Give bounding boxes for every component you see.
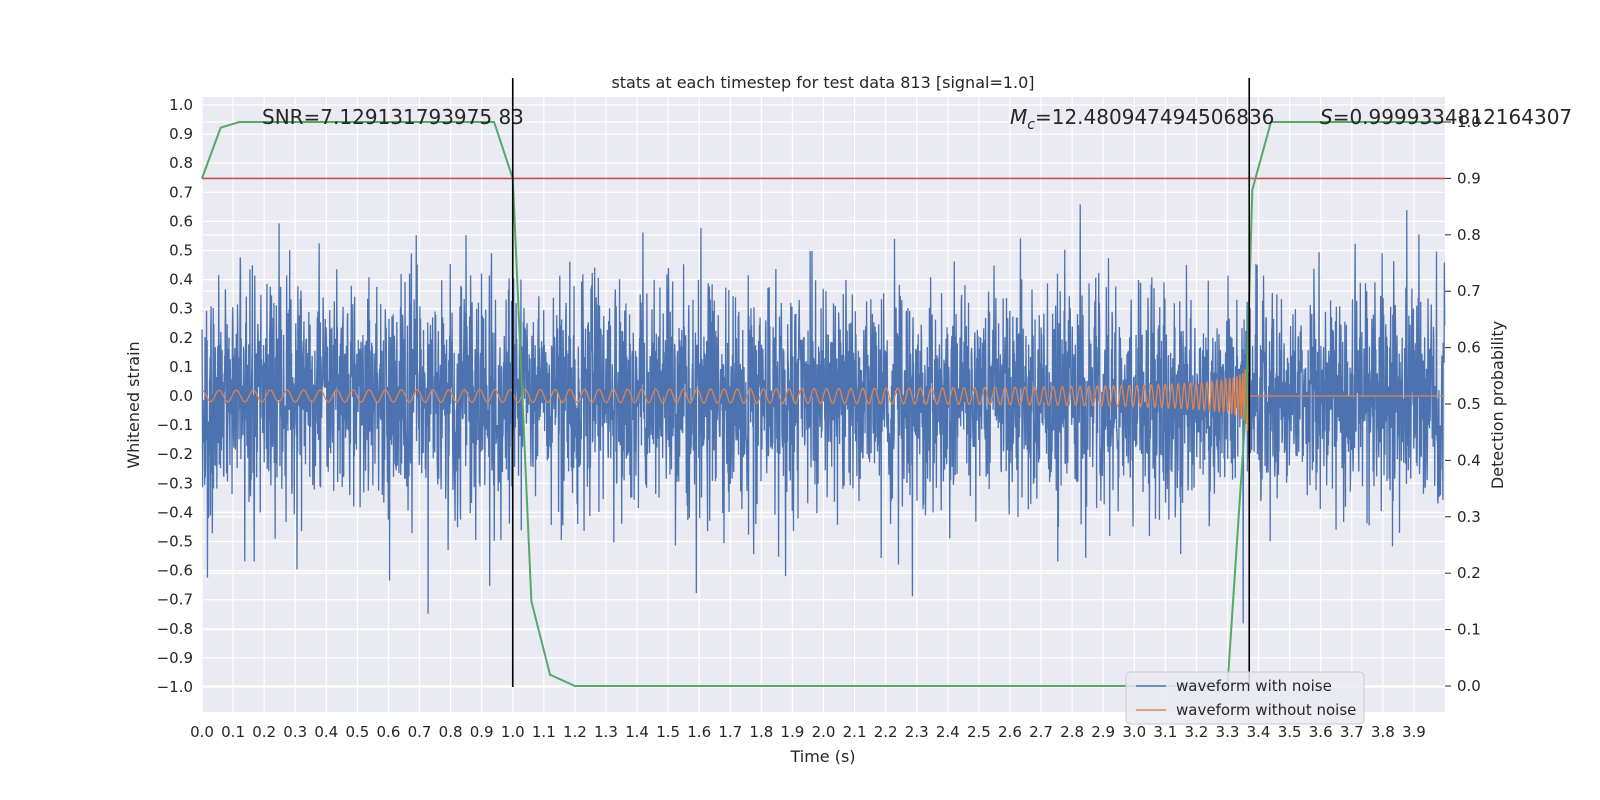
y-tick-label: 0.5 — [169, 242, 193, 260]
x-tick-label: 3.4 — [1247, 723, 1271, 741]
mc-symbol: M — [1010, 105, 1027, 129]
x-tick-label: 3.9 — [1402, 723, 1426, 741]
x-axis-ticks: 0.0 0.1 0.2 0.3 0.4 0.5 0.6 0.7 0.8 0.9 1.0 1.1 1.2 1… — [190, 723, 1426, 741]
mc-annotation: Mc=12.480947494506836 — [1010, 105, 1274, 133]
y2-tick-label: 0.6 — [1457, 339, 1481, 357]
x-tick-label: 1.1 — [532, 723, 556, 741]
x-tick-label: 3.2 — [1184, 723, 1208, 741]
y-tick-label: −1.0 — [157, 678, 193, 696]
snr-annotation: SNR=7.129131793975 83 — [262, 105, 524, 129]
legend-box — [1125, 671, 1365, 725]
x-tick-label: 2.8 — [1060, 723, 1084, 741]
x-tick-label: 0.2 — [252, 723, 276, 741]
y2-tick-label: 0.7 — [1457, 282, 1481, 300]
x-tick-label: 0.6 — [377, 723, 401, 741]
x-tick-label: 3.6 — [1309, 723, 1333, 741]
mc-value: =12.480947494506836 — [1035, 105, 1274, 129]
x-tick-label: 2.6 — [998, 723, 1022, 741]
y-tick-label: 0.0 — [169, 387, 193, 405]
y-tick-label: 0.1 — [169, 358, 193, 376]
x-tick-label: 0.8 — [439, 723, 463, 741]
y2-tick-label: 0.2 — [1457, 564, 1481, 582]
x-tick-label: 1.9 — [780, 723, 804, 741]
legend: waveform with noise waveform without noi… — [1125, 671, 1365, 725]
series-line-waveform-without-noise — [201, 365, 1445, 431]
y2-tick-label: 0.1 — [1457, 621, 1481, 639]
x-tick-label: 1.3 — [594, 723, 618, 741]
y-tick-label: 0.7 — [169, 183, 193, 201]
y-axis-label: Whitened strain — [124, 341, 143, 468]
x-tick-label: 1.7 — [718, 723, 742, 741]
x-tick-label: 0.4 — [314, 723, 338, 741]
s-annotation: S=0.9999334812164307 — [1320, 105, 1572, 129]
y-tick-label: −0.4 — [157, 503, 193, 521]
x-tick-label: 1.4 — [625, 723, 649, 741]
x-tick-label: 0.0 — [190, 723, 214, 741]
y2-tick-label: 0.8 — [1457, 226, 1481, 244]
x-tick-label: 2.7 — [1029, 723, 1053, 741]
x-tick-label: 1.0 — [501, 723, 525, 741]
x-tick-label: 2.4 — [936, 723, 960, 741]
y2-axis-label: Detection probability — [1488, 321, 1507, 489]
s-value: =0.9999334812164307 — [1333, 105, 1572, 129]
mc-subscript: c — [1027, 117, 1035, 133]
y-tick-label: −0.5 — [157, 533, 193, 551]
y-tick-label: −0.9 — [157, 649, 193, 667]
x-tick-label: 3.3 — [1216, 723, 1240, 741]
y2-tick-label: 1.0 — [1457, 113, 1481, 131]
y2-tick-label: 0.3 — [1457, 508, 1481, 526]
s-symbol: S — [1320, 105, 1333, 129]
x-tick-label: 3.8 — [1371, 723, 1395, 741]
x-tick-label: 2.9 — [1091, 723, 1115, 741]
x-tick-label: 2.0 — [812, 723, 836, 741]
y2-tick-label: 0.0 — [1457, 677, 1481, 695]
legend-label-clean: waveform without noise — [1176, 701, 1356, 719]
y-tick-label: 0.2 — [169, 329, 193, 347]
x-tick-label: 0.3 — [283, 723, 307, 741]
x-tick-label: 1.5 — [656, 723, 680, 741]
x-tick-label: 2.3 — [905, 723, 929, 741]
y-tick-label: 0.3 — [169, 300, 193, 318]
y-tick-label: −0.7 — [157, 591, 193, 609]
y-tick-label: −0.1 — [157, 416, 193, 434]
x-tick-label: 2.5 — [967, 723, 991, 741]
y-tick-label: −0.8 — [157, 620, 193, 638]
x-tick-label: 1.2 — [563, 723, 587, 741]
y-tick-label: −0.6 — [157, 562, 193, 580]
y-tick-label: 0.9 — [169, 125, 193, 143]
y2-tick-label: 0.4 — [1457, 451, 1481, 469]
y-tick-label: −0.2 — [157, 445, 193, 463]
chart-title: stats at each timestep for test data 813… — [611, 73, 1034, 92]
x-tick-label: 0.1 — [221, 723, 245, 741]
y2-axis-ticks: 1.0 0.9 0.8 0.7 0.6 0.5 0.4 0.3 0.2 0.1 0.0 — [1445, 113, 1481, 695]
x-tick-label: 2.1 — [843, 723, 867, 741]
y-tick-label: 1.0 — [169, 96, 193, 114]
x-axis-label: Time (s) — [789, 747, 855, 766]
x-tick-label: 1.6 — [687, 723, 711, 741]
y-tick-label: 0.6 — [169, 212, 193, 230]
legend-label-noise: waveform with noise — [1176, 677, 1332, 695]
plot-area — [201, 78, 1446, 687]
y-axis-ticks: 1.0 0.9 0.8 0.7 0.6 0.5 0.4 0.3 0.2 0.1 0.0 −0.1 −0.… — [157, 96, 193, 696]
y2-tick-label: 0.5 — [1457, 395, 1481, 413]
x-tick-label: 3.7 — [1340, 723, 1364, 741]
x-tick-label: 0.5 — [345, 723, 369, 741]
y-tick-label: 0.8 — [169, 154, 193, 172]
y-tick-label: 0.4 — [169, 271, 193, 289]
x-tick-label: 0.7 — [408, 723, 432, 741]
y-tick-label: −0.3 — [157, 474, 193, 492]
x-tick-label: 1.8 — [749, 723, 773, 741]
x-tick-label: 0.9 — [470, 723, 494, 741]
x-tick-label: 3.1 — [1153, 723, 1177, 741]
x-tick-label: 3.5 — [1278, 723, 1302, 741]
x-tick-label: 2.2 — [874, 723, 898, 741]
y2-tick-label: 0.9 — [1457, 169, 1481, 187]
x-tick-label: 3.0 — [1122, 723, 1146, 741]
